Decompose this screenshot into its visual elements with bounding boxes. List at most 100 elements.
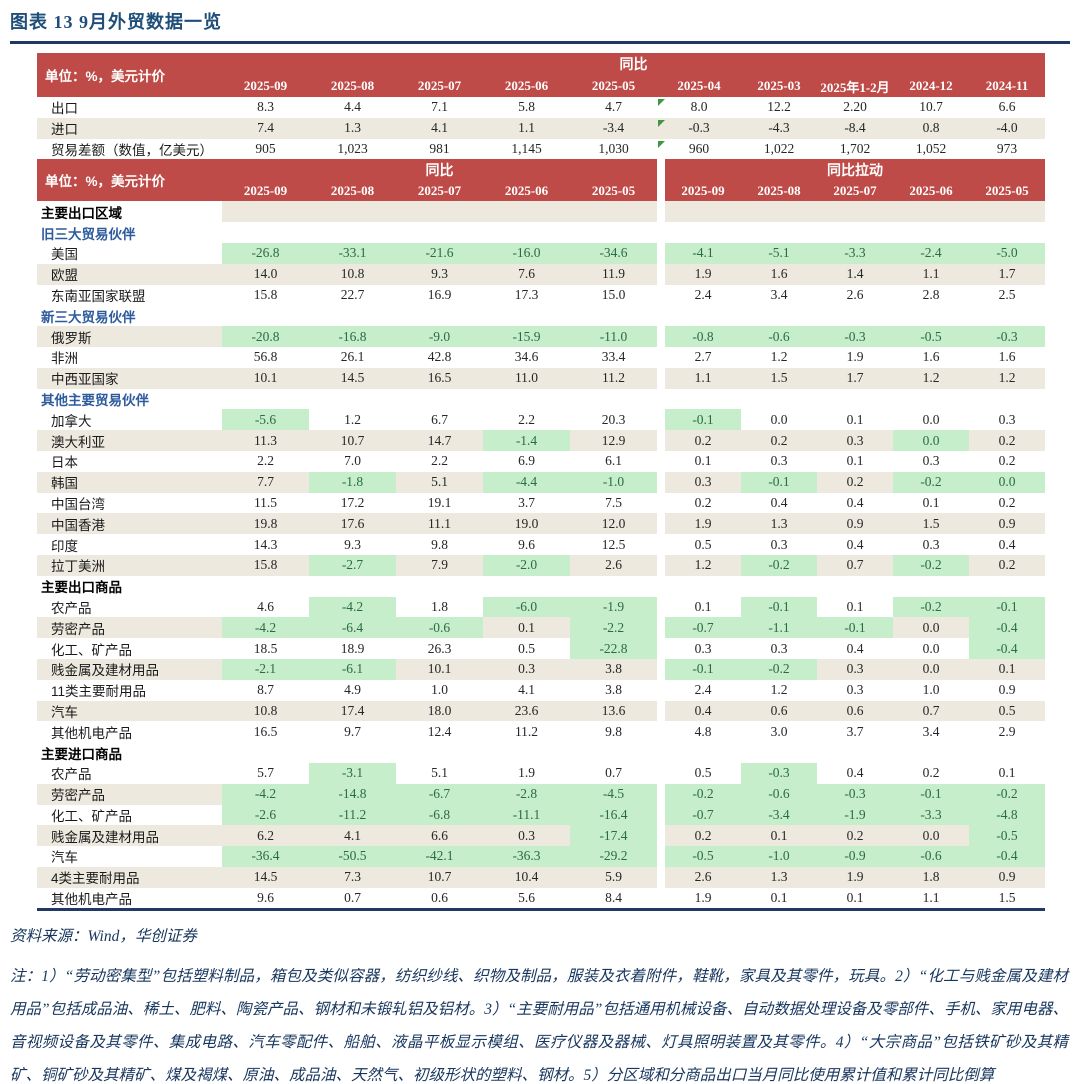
value-cell: -20.8 [222,326,309,347]
value-cell: -0.2 [893,471,969,493]
value-cell [309,201,396,223]
value-cell: 7.1 [396,97,483,118]
value-cell: 0.1 [665,596,741,618]
value-cell [817,742,893,763]
value-cell [969,201,1045,223]
group-label-yoy: 同比 [222,53,1045,75]
value-cell: -4.2 [222,783,309,805]
value-cell: -11.1 [483,804,570,826]
column-header: 2024-11 [969,75,1045,97]
value-cell: 0.9 [969,866,1045,888]
value-cell: -0.1 [741,471,817,493]
section-row: 主要进口商品 [37,742,1045,763]
value-cell: 5.9 [570,866,657,888]
value-cell: 0.2 [665,825,741,847]
column-group-gap [657,866,665,888]
value-cell [222,222,309,243]
value-cell: -2.8 [483,783,570,805]
value-cell: 14.5 [222,866,309,888]
value-cell [570,305,657,327]
value-cell: 1.2 [741,346,817,368]
value-cell: 11.2 [570,367,657,389]
value-cell [396,201,483,223]
value-cell: 16.9 [396,284,483,306]
value-cell: 5.1 [396,762,483,784]
value-cell [222,388,309,410]
table-row: 欧盟 14.0 10.8 9.3 7.6 11.9 1.9 1.6 1.4 1.1 1.7 [37,263,1045,285]
value-cell: -2.7 [309,554,396,576]
table-row: 东南亚国家联盟 15.8 22.7 16.9 17.3 15.0 2.4 3.4 2.6 2.8 2… [37,284,1045,306]
value-cell: 0.2 [969,450,1045,472]
value-cell: 16.5 [222,721,309,743]
value-cell: 0.5 [665,534,741,555]
value-cell: -3.4 [570,117,657,139]
value-cell: 0.3 [483,825,570,847]
value-cell [969,222,1045,243]
value-cell: 11.3 [222,430,309,451]
value-cell [893,742,969,763]
value-cell: -4.8 [969,804,1045,826]
value-cell: 1,145 [483,138,570,160]
value-cell: 0.3 [817,430,893,451]
value-cell: -0.3 [817,783,893,805]
value-cell: 17.4 [309,700,396,722]
value-cell: 4.1 [309,825,396,847]
value-cell: 1.9 [817,346,893,368]
value-cell: 0.2 [817,825,893,847]
row-label: 东南亚国家联盟 [37,284,222,306]
value-cell: -0.1 [741,596,817,618]
value-cell: 1.3 [741,513,817,535]
value-cell: 9.3 [396,263,483,285]
table-row: 俄罗斯 -20.8 -16.8 -9.0 -15.9 -11.0 -0.8 -0.6 -0.3-… [37,326,1045,347]
value-cell: 0.9 [969,513,1045,535]
value-cell: -0.6 [893,846,969,867]
notes-text: 注：1）“劳动密集型”包括塑料制品，箱包及类似容器，纺织纱线、织物及制品，服装及… [10,968,1068,1084]
value-cell: 4.6 [222,596,309,618]
value-cell: 0.1 [741,887,817,909]
value-cell: 4.4 [309,97,396,118]
column-header: 2025-08 [741,180,817,202]
table-row: 进口 7.4 1.3 4.1 1.1 -3.4 -0.3 -4.3 -8.4 0.8 -4.0 [37,117,1045,139]
value-cell: 12.0 [570,513,657,535]
value-cell: 5.6 [483,887,570,909]
value-cell: 1.9 [665,887,741,909]
value-cell [969,742,1045,763]
value-cell: 4.9 [309,679,396,701]
value-cell: -0.7 [665,617,741,639]
value-cell: 2.2 [396,450,483,472]
value-cell: 1.7 [817,367,893,389]
row-label: 11类主要耐用品 [37,679,222,701]
table1-header: 单位：%，美元计价 同比 2025-09 2025-08 2025-07 2025-06 2… [37,53,1045,97]
value-cell: -0.2 [893,596,969,618]
value-cell: 0.3 [741,638,817,659]
row-label: 劳密产品 [37,617,222,639]
value-cell [396,305,483,327]
row-label: 加拿大 [37,409,222,431]
value-cell: 4.1 [396,117,483,139]
column-group-gap [657,658,665,680]
value-cell: 1,702 [817,138,893,160]
value-cell: 17.6 [309,513,396,535]
value-cell: -5.6 [222,409,309,431]
value-cell: 0.1 [817,450,893,472]
row-label: 非洲 [37,346,222,368]
value-cell: -2.1 [222,658,309,680]
column-header: 2025-05 [570,75,657,97]
value-cell: -0.3 [969,326,1045,347]
row-label: 化工、矿产品 [37,638,222,659]
value-cell [309,222,396,243]
value-cell: -0.1 [969,596,1045,618]
row-label: 新三大贸易伙伴 [37,305,222,327]
value-cell: 0.2 [817,471,893,493]
table-row: 贱金属及建材用品 6.2 4.1 6.6 0.3 -17.4 0.2 0.1 0.2 0.0 -0.… [37,825,1045,847]
value-cell: 14.0 [222,263,309,285]
value-cell: 22.7 [309,284,396,306]
value-cell [741,742,817,763]
value-cell: -4.2 [309,596,396,618]
column-group-gap [657,284,665,306]
value-cell: 1.5 [969,887,1045,909]
value-cell: 42.8 [396,346,483,368]
value-cell: -11.0 [570,326,657,347]
value-cell [222,575,309,597]
row-label: 贱金属及建材用品 [37,658,222,680]
